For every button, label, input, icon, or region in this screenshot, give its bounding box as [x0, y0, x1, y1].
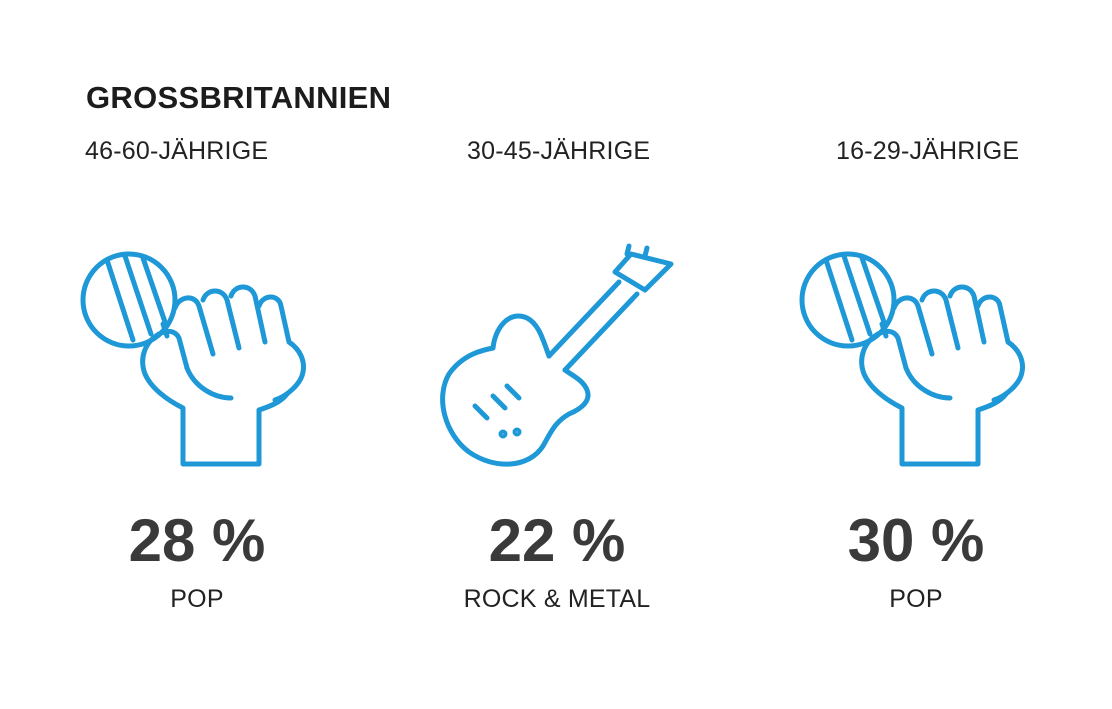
group-card-46-60: 46-60-JÄHRIGE 28 % POP	[47, 0, 347, 709]
page-title: GROSSBRITANNIEN	[86, 80, 392, 115]
group-card-16-29: 16-29-JÄHRIGE 30 % POP	[766, 0, 1066, 709]
age-label: 30-45-JÄHRIGE	[467, 137, 651, 165]
age-label: 16-29-JÄHRIGE	[836, 137, 1020, 165]
percentage-value: 28 %	[128, 507, 266, 574]
microphone-hand-icon	[67, 238, 327, 478]
age-label: 46-60-JÄHRIGE	[85, 137, 269, 165]
genre-label: ROCK & METAL	[463, 585, 651, 613]
genre-label: POP	[889, 585, 943, 613]
percentage-value: 22 %	[488, 507, 626, 574]
group-card-30-45: 30-45-JÄHRIGE 22 % ROCK & METAL	[407, 0, 707, 709]
percentage-value: 30 %	[847, 507, 985, 574]
electric-guitar-icon	[431, 238, 691, 478]
microphone-hand-icon	[786, 238, 1046, 478]
genre-label: POP	[170, 585, 224, 613]
